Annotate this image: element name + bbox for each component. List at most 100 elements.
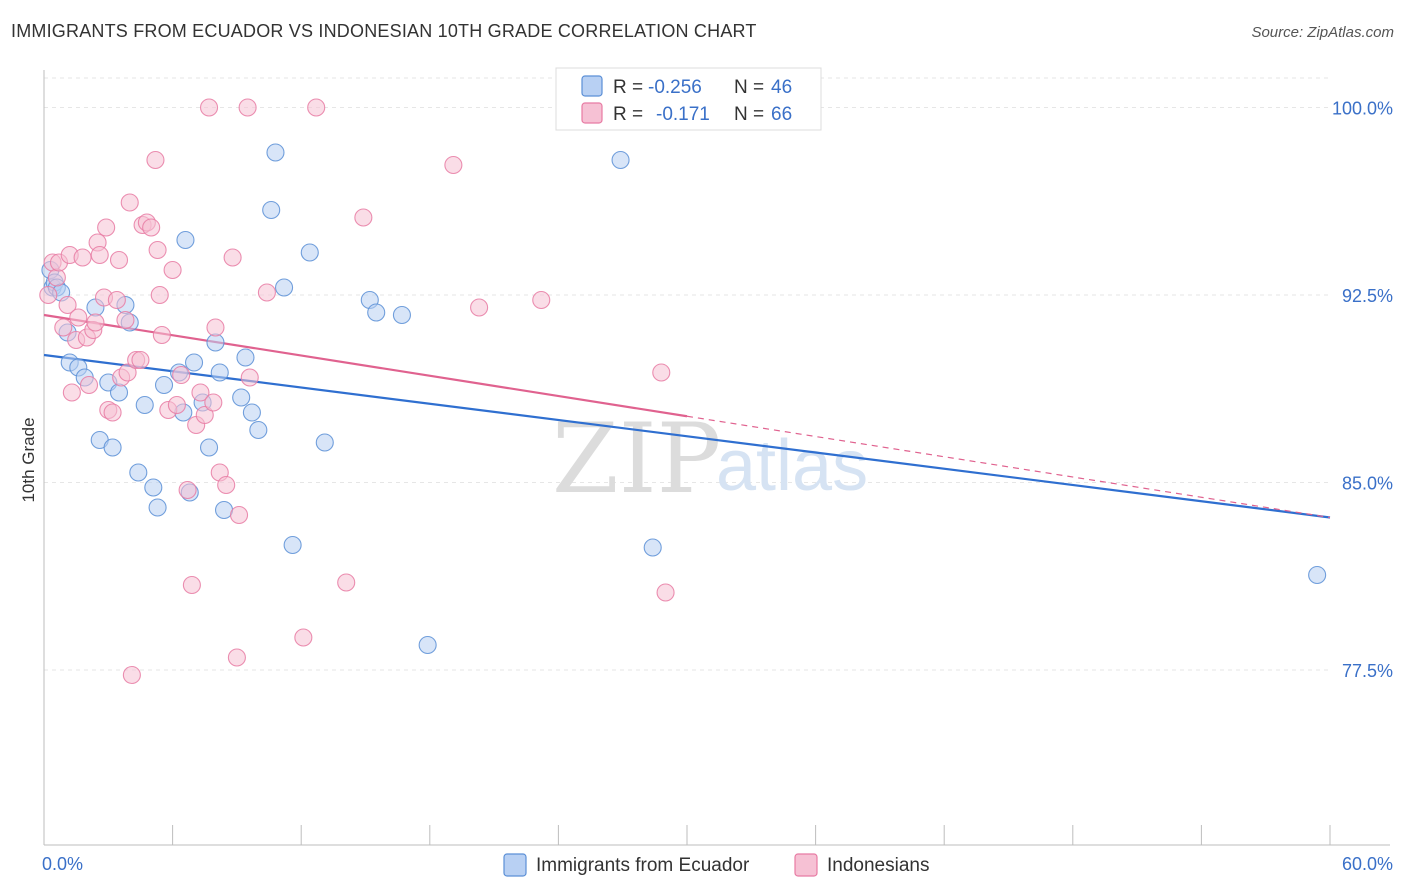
y-tick-label-0: 77.5% (1342, 661, 1393, 681)
bottom-legend-swatch-ecuador (503, 853, 527, 877)
indonesians-point-65 (229, 505, 249, 525)
source-label: Source: ZipAtlas.com (1251, 24, 1394, 41)
ecuador-point-23 (176, 230, 195, 250)
legend-r-value-indonesians: -0.171 (656, 104, 710, 125)
indonesians-point-42 (182, 575, 201, 595)
ecuador-point-42 (367, 303, 386, 322)
legend-box: R = -0.256 N = 46 R = -0.171 N = 66 (555, 67, 822, 131)
ecuador-point-36 (266, 143, 285, 162)
ecuador-point-19 (148, 498, 167, 517)
legend-n-label-ecuador: N = (734, 77, 764, 98)
chart-title: IMMIGRANTS FROM ECUADOR VS INDONESIAN 10… (11, 21, 757, 41)
indonesians-point-29 (131, 350, 150, 370)
ecuador-point-25 (184, 353, 204, 372)
indonesians-point-0 (39, 285, 58, 305)
legend-r-label-indonesians: R = (613, 104, 643, 125)
indonesians-point-4 (54, 318, 73, 337)
indonesians-point-44 (191, 383, 210, 402)
indonesians-point-50 (217, 475, 236, 495)
ecuador-point-43 (392, 305, 411, 325)
indonesians-point-38 (163, 260, 182, 280)
indonesians-point-18 (97, 218, 116, 237)
ecuador-point-38 (283, 535, 302, 555)
ecuador-point-12 (103, 438, 122, 457)
indonesians-point-54 (240, 368, 259, 387)
indonesians-point-57 (337, 573, 356, 592)
x-tick-label-0: 0.0% (42, 854, 83, 874)
indonesians-point-2 (47, 268, 66, 287)
indonesians-point-26 (120, 193, 139, 212)
data-points (39, 98, 1327, 685)
legend-swatch-ecuador (581, 75, 603, 97)
indonesians-point-12 (79, 375, 99, 395)
legend-swatch-indonesians (581, 102, 603, 124)
indonesians-point-36 (152, 325, 171, 345)
ecuador-point-16 (129, 463, 148, 482)
legend-n-value-indonesians: 66 (771, 104, 792, 125)
indonesians-point-47 (204, 393, 223, 412)
indonesians-point-7 (62, 383, 81, 402)
ecuador-point-30 (214, 500, 234, 520)
bottom-legend-label-ecuador: Immigrants from Ecuador (536, 855, 750, 876)
indonesians-point-39 (167, 395, 186, 415)
indonesians-point-64 (656, 583, 675, 602)
legend-n-value-ecuador: 46 (771, 77, 792, 98)
indonesians-point-58 (354, 208, 373, 227)
y-tick-labels: 77.5% 85.0% 92.5% 100.0% (1332, 99, 1393, 682)
bottom-legend-label-indonesians: Indonesians (827, 855, 929, 876)
ecuador-point-39 (300, 243, 319, 262)
indonesians-point-16 (90, 245, 109, 265)
ecuador-point-17 (135, 395, 154, 415)
indonesians-point-25 (118, 363, 137, 382)
ecuador-point-29 (210, 363, 229, 382)
ecuador-point-46 (643, 538, 662, 557)
indonesians-point-32 (142, 218, 161, 237)
indonesians-point-9 (69, 308, 88, 327)
y-tick-label-1: 85.0% (1342, 474, 1393, 494)
indonesians-point-41 (178, 480, 197, 500)
legend-n-label-indonesians: N = (734, 104, 764, 125)
x-tick-label-1: 60.0% (1342, 854, 1393, 874)
indonesians-point-59 (307, 98, 326, 117)
indonesians-point-55 (257, 283, 276, 302)
ecuador-point-35 (262, 200, 281, 220)
indonesians-point-46 (199, 98, 219, 117)
x-tick-labels: 0.0% 60.0% (42, 854, 1393, 874)
indonesians-point-27 (122, 665, 141, 685)
watermark-atlas: atlas (716, 426, 868, 506)
indonesians-point-60 (444, 155, 463, 175)
indonesians-point-10 (73, 248, 92, 267)
indonesians-trend-line (43, 313, 688, 418)
indonesians-point-24 (116, 310, 135, 330)
y-tick-label-2: 92.5% (1342, 286, 1393, 306)
legend-r-value-ecuador: -0.256 (648, 77, 702, 98)
ecuador-point-44 (418, 635, 437, 655)
indonesians-point-51 (223, 248, 242, 267)
ecuador-point-18 (144, 478, 163, 497)
indonesians-point-48 (206, 318, 225, 337)
legend-r-label-ecuador: R = (613, 77, 643, 98)
indonesians-point-53 (238, 98, 257, 117)
indonesians-point-20 (103, 403, 122, 422)
indonesians-point-63 (652, 363, 671, 382)
ecuador-point-13 (109, 383, 129, 402)
bottom-legend: Immigrants from Ecuador Indonesians (503, 853, 929, 877)
axes (43, 70, 1390, 846)
indonesians-point-62 (532, 290, 551, 310)
bottom-legend-swatch-indonesians (794, 853, 818, 877)
indonesians-point-35 (150, 285, 169, 305)
y-tick-label-3: 100.0% (1332, 99, 1393, 119)
indonesians-point-34 (148, 240, 167, 260)
indonesians-point-61 (470, 298, 489, 317)
trend-lines (43, 313, 1331, 519)
ecuador-point-45 (611, 150, 630, 170)
ecuador-point-47 (1308, 565, 1327, 585)
ecuador-point-40 (315, 433, 334, 452)
ecuador-point-33 (242, 403, 261, 422)
indonesians-trend-extension (686, 415, 1331, 519)
grid-lines (44, 77, 1330, 671)
indonesians-point-40 (172, 365, 191, 385)
y-axis-title: 10th Grade (19, 417, 38, 502)
ecuador-point-31 (232, 388, 251, 407)
